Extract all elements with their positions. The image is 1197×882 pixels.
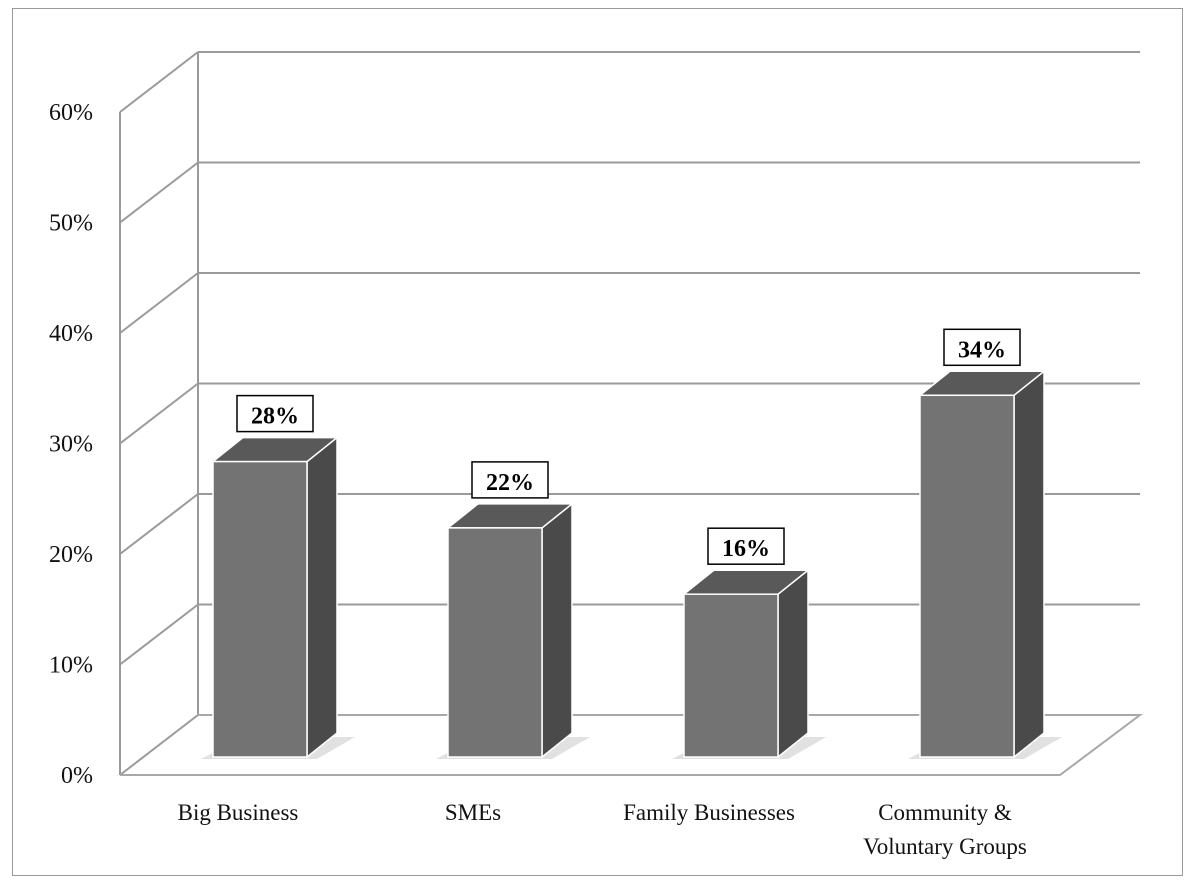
bar-side — [777, 568, 809, 759]
x-tick-label: Family Businesses — [623, 800, 795, 825]
data-label: 28% — [251, 404, 299, 430]
floor-outline — [120, 714, 1143, 776]
y-tick-label: 10% — [49, 653, 93, 679]
data-label: 34% — [958, 337, 1006, 363]
x-tick-label: SMEs — [445, 800, 501, 825]
x-tick-label: Community & — [878, 800, 1012, 825]
data-label-box — [471, 461, 549, 499]
side-gridline — [119, 382, 199, 445]
bar — [212, 460, 308, 758]
bar — [447, 527, 543, 758]
side-gridline — [119, 272, 199, 334]
y-tick-label: 20% — [49, 542, 93, 568]
bar-side — [1013, 369, 1045, 759]
x-tick-label: Big Business — [178, 800, 299, 825]
y-tick-label: 40% — [49, 321, 93, 347]
y-tick-label: 60% — [49, 100, 93, 126]
bar — [919, 394, 1015, 758]
side-gridline — [119, 714, 199, 776]
x-tick-label: Voluntary Groups — [863, 834, 1027, 859]
y-tick-label: 0% — [61, 763, 93, 789]
data-label-box — [236, 394, 314, 433]
bar — [683, 593, 779, 758]
data-label: 22% — [486, 470, 534, 496]
side-gridline — [119, 161, 199, 224]
data-label-box — [943, 328, 1021, 367]
side-gridline — [119, 51, 199, 113]
data-label: 16% — [722, 536, 770, 562]
data-label-box — [707, 527, 785, 565]
side-gridline — [119, 603, 199, 666]
y-tick-label: 30% — [49, 432, 93, 458]
bar-side — [306, 436, 338, 759]
bar-side — [541, 502, 573, 759]
y-tick-label: 50% — [49, 211, 93, 237]
side-gridline — [119, 493, 199, 555]
